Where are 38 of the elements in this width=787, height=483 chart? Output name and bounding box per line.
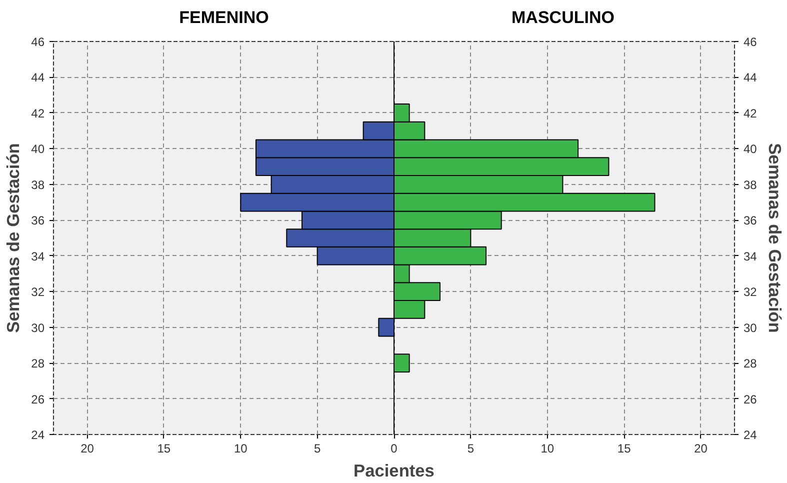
text: FEMENINO	[178, 7, 270, 29]
x-tick-label: 10	[234, 442, 248, 456]
x-tick-label: 20	[80, 442, 94, 456]
y-tick-label: 32	[31, 285, 45, 300]
y-tick-label: 46	[31, 35, 45, 49]
x-tick-label: 5	[467, 442, 474, 456]
y-tick-label: 36	[31, 214, 45, 228]
y-tick-label: 26	[31, 392, 45, 406]
x-tick-label: 5	[314, 442, 321, 456]
x-tick-label: 20	[694, 442, 708, 456]
y-tick-label: 40	[31, 142, 45, 156]
y-axis-title: Semanas de Gestación	[3, 143, 24, 333]
y-tick-label: 38	[31, 178, 45, 192]
x-tick-label: 15	[617, 442, 632, 456]
y2-tick-label: 46	[744, 35, 758, 49]
text: MASCULINO	[510, 7, 616, 29]
y2-tick-label: 32	[744, 285, 758, 300]
y-tick-label: 28	[31, 356, 45, 371]
x-tick-label: 15	[157, 442, 171, 456]
y2-tick-label: 34	[744, 249, 758, 264]
y2-tick-label: 28	[744, 356, 758, 371]
x-axis-title: Pacientes	[354, 460, 434, 480]
y2-tick-label: 42	[744, 106, 758, 120]
y2-tick-label: 40	[744, 142, 758, 156]
y2-tick-label: 30	[744, 320, 758, 335]
y2-tick-label: 24	[744, 428, 758, 442]
y-tick-label: 42	[31, 106, 45, 120]
y2-tick-label: 26	[744, 392, 758, 406]
y2-tick-label: 44	[744, 70, 758, 85]
x-tick-label: 10	[540, 442, 554, 456]
y-tick-label: 24	[31, 428, 45, 442]
y-tick-label: 34	[31, 249, 45, 264]
y2-axis-title: Semanas de Gestación	[764, 143, 785, 333]
x-tick-label: 0	[390, 442, 398, 456]
y2-tick-label: 36	[744, 214, 758, 228]
y-tick-label: 30	[31, 320, 45, 335]
y2-tick-label: 38	[744, 178, 758, 192]
y-tick-label: 44	[31, 70, 45, 85]
